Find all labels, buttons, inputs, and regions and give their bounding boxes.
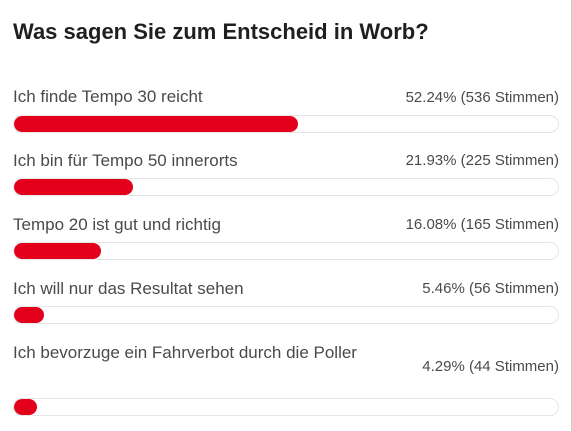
result-bar-fill [14,243,102,259]
result-bar-track [13,178,559,196]
option-result: 52.24% (536 Stimmen) [405,89,559,106]
result-bar-fill [14,399,38,415]
result-bar-track [13,242,559,260]
poll-option: Ich bin für Tempo 50 innerorts 21.93% (2… [13,147,559,196]
poll-option: Ich finde Tempo 30 reicht 52.24% (536 St… [13,83,559,133]
result-bar-track [13,306,559,324]
poll-option: Ich bevorzuge ein Fahrverbot durch die P… [13,339,559,416]
poll-title: Was sagen Sie zum Entscheid in Worb? [13,19,429,44]
result-bar-fill [14,307,44,323]
option-result: 5.46% (56 Stimmen) [422,280,559,297]
option-label: Ich bevorzuge ein Fahrverbot durch die P… [13,343,357,362]
result-bar-fill [14,179,134,195]
option-result: 16.08% (165 Stimmen) [405,216,559,233]
option-label: Ich finde Tempo 30 reicht [13,87,203,106]
option-label: Ich bin für Tempo 50 innerorts [13,151,238,170]
option-result: 4.29% (44 Stimmen) [422,358,559,375]
poll-option: Tempo 20 ist gut und richtig 16.08% (165… [13,211,559,260]
result-bar-fill [14,116,299,132]
poll-option: Ich will nur das Resultat sehen 5.46% (5… [13,275,559,324]
option-label: Tempo 20 ist gut und richtig [13,215,221,234]
option-result: 21.93% (225 Stimmen) [405,152,559,169]
option-label: Ich will nur das Resultat sehen [13,279,244,298]
result-bar-track [13,115,559,133]
result-bar-track [13,398,559,416]
